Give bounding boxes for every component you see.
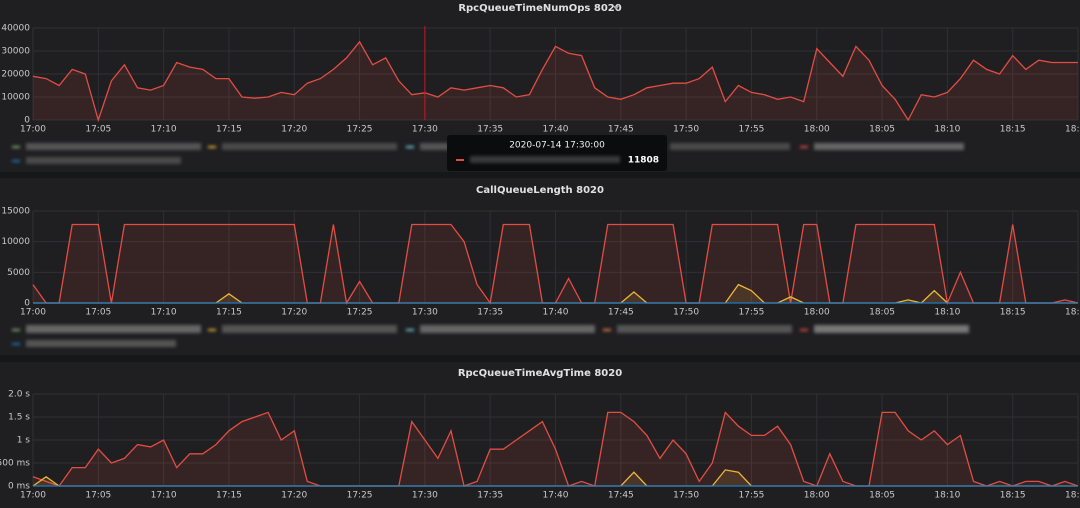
x-tick-label: 18:00: [804, 308, 830, 318]
x-tick-label: 17:25: [347, 125, 373, 135]
tooltip-value: 11808: [628, 156, 659, 166]
x-tick-label: 17:25: [347, 491, 373, 501]
panel-title[interactable]: RpcQueueTimeNumOps 8020: [458, 3, 621, 14]
x-tick-label: 17:10: [151, 125, 177, 135]
x-tick-label: 17:05: [85, 125, 111, 135]
x-tick-label: 17:50: [673, 491, 699, 501]
x-tick-label: 18:20: [1065, 125, 1080, 135]
panel-title[interactable]: CallQueueLength 8020: [476, 185, 604, 196]
legend-blurred: [12, 143, 969, 347]
x-tick-label: 18:05: [869, 308, 895, 318]
x-tick-label: 18:10: [934, 308, 960, 318]
x-tick-label: 17:20: [281, 491, 307, 501]
series-line: [32, 411, 1079, 487]
y-tick-label: 10000: [1, 93, 30, 103]
panel: [0, 362, 1080, 508]
x-tick-label: 17:50: [673, 308, 699, 318]
x-tick-label: 17:55: [738, 125, 764, 135]
series-line: [32, 40, 1078, 123]
x-tick-label: 18:15: [1000, 491, 1026, 501]
x-tick-label: 17:15: [216, 491, 242, 501]
x-tick-label: 17:55: [738, 491, 764, 501]
x-tick-label: 17:15: [216, 308, 242, 318]
y-tick-label: 10000: [1, 237, 30, 247]
x-tick-label: 18:20: [1065, 491, 1080, 501]
y-tick-label: 0: [24, 299, 30, 309]
x-tick-label: 17:45: [608, 125, 634, 135]
x-tick-label: 17:45: [608, 491, 634, 501]
x-tick-label: 17:30: [412, 308, 438, 318]
x-tick-label: 17:40: [543, 308, 569, 318]
x-tick-label: 18:05: [869, 125, 895, 135]
y-tick-label: 0 ms: [8, 482, 30, 492]
y-tick-label: 0: [24, 116, 30, 126]
x-tick-label: 17:40: [543, 491, 569, 501]
y-tick-label: 1 s: [17, 436, 31, 446]
x-tick-label: 18:15: [1000, 308, 1026, 318]
tooltip-series-blurred: [470, 156, 620, 163]
x-tick-label: 17:20: [281, 308, 307, 318]
x-tick-label: 18:15: [1000, 125, 1026, 135]
y-tick-label: 30000: [1, 47, 30, 57]
x-tick-label: 17:20: [281, 125, 307, 135]
x-tick-label: 18:10: [934, 491, 960, 501]
dropdown-caret[interactable]: [613, 6, 619, 10]
y-tick-label: 500 ms: [0, 459, 30, 469]
x-tick-label: 18:00: [804, 491, 830, 501]
area-fill: [33, 41, 1078, 120]
x-tick-label: 17:05: [85, 491, 111, 501]
x-tick-label: 18:05: [869, 491, 895, 501]
area-fill: [33, 224, 1078, 303]
tooltip: 2020-07-14 17:30:00 11808: [447, 135, 667, 171]
x-tick-label: 17:30: [412, 491, 438, 501]
panel-title[interactable]: RpcQueueTimeAvgTime 8020: [458, 368, 622, 379]
x-tick-label: 17:10: [151, 491, 177, 501]
x-tick-label: 17:00: [20, 125, 46, 135]
x-tick-label: 17:00: [20, 308, 46, 318]
x-tick-label: 17:35: [477, 491, 503, 501]
y-tick-label: 15000: [1, 207, 30, 217]
x-tick-label: 17:30: [412, 125, 438, 135]
x-tick-label: 18:20: [1065, 308, 1080, 318]
y-tick-label: 2.0 s: [8, 390, 30, 400]
x-tick-label: 17:05: [85, 308, 111, 318]
plots: 0 10000 20000 30000 40000 17:00 17:05 17:10 17:1…: [0, 24, 1080, 501]
x-tick-label: 17:10: [151, 308, 177, 318]
x-tick-label: 17:15: [216, 125, 242, 135]
x-tick-label: 17:40: [543, 125, 569, 135]
y-tick-label: 1.5 s: [8, 413, 30, 423]
x-tick-label: 17:35: [477, 125, 503, 135]
x-tick-label: 18:00: [804, 125, 830, 135]
y-tick-label: 5000: [7, 268, 30, 278]
x-tick-label: 18:10: [934, 125, 960, 135]
x-tick-label: 17:50: [673, 125, 699, 135]
y-tick-label: 40000: [1, 24, 30, 34]
x-tick-label: 17:25: [347, 308, 373, 318]
x-tick-label: 17:00: [20, 491, 46, 501]
x-tick-label: 17:45: [608, 308, 634, 318]
tooltip-time: 2020-07-14 17:30:00: [509, 141, 605, 151]
tooltip-swatch: [456, 159, 464, 161]
y-tick-label: 20000: [1, 70, 30, 80]
x-tick-label: 17:35: [477, 308, 503, 318]
x-tick-label: 17:55: [738, 308, 764, 318]
